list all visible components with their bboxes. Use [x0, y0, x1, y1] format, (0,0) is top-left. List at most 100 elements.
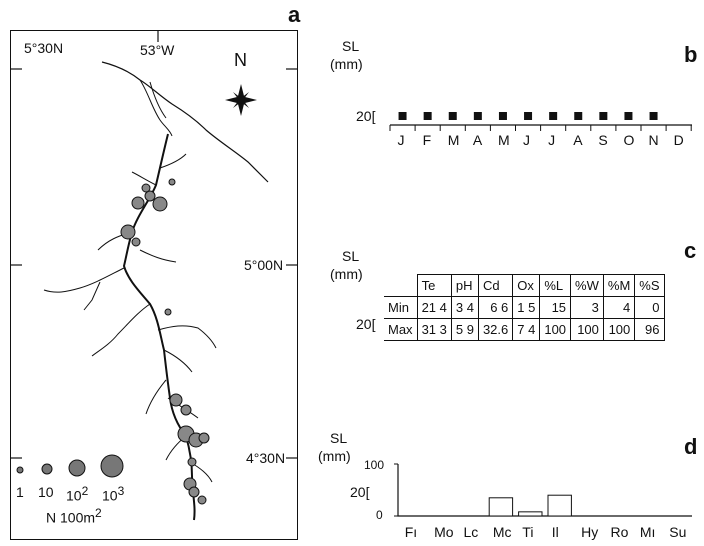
table-cell: 15: [539, 296, 572, 319]
panel-d-ytick-100: 100: [364, 458, 385, 472]
category-label: Il: [551, 524, 559, 540]
panel-b-letter: b: [684, 42, 698, 67]
table-header-cell: Ox: [512, 274, 541, 297]
table-header-cell: %M: [602, 274, 636, 297]
panel-d-category-labels: Fı Mo Lc Mc Ti Il Hy Ro Mı Su: [380, 524, 700, 542]
panel-c-ylabel: SL: [342, 248, 360, 264]
lat-label-530: 5°30N: [24, 40, 64, 56]
panel-d-letter: d: [684, 434, 698, 459]
table-header-cell: %L: [539, 274, 572, 297]
month-label: M: [447, 132, 460, 148]
north-label: N: [234, 50, 247, 70]
category-label: Ti: [522, 524, 534, 540]
table-row: Min 21 4 3 4 6 6 1 5 15 3 4 0: [384, 296, 665, 319]
lat-label-500: 5°00N: [244, 257, 284, 273]
table-cell: 1 5: [512, 296, 541, 319]
table-corner: [384, 274, 418, 297]
bar-Ti: [518, 511, 543, 517]
coastline: [101, 61, 269, 183]
category-label: Ro: [610, 524, 629, 540]
month-label: J: [548, 132, 556, 148]
legend-label-1000: 103: [102, 484, 125, 504]
table-row-label: Max: [384, 318, 418, 341]
table-cell: 0: [634, 296, 665, 319]
panel-d-ytick-0: 0: [376, 508, 383, 522]
month-presence-marker: [498, 112, 507, 120]
category-label: Mı: [639, 524, 656, 540]
sample-sites: [120, 178, 210, 505]
legend-label-10: 10: [38, 484, 54, 500]
tributaries: [43, 153, 217, 483]
bar-Mc: [488, 497, 514, 517]
compass-rose-icon: [225, 84, 257, 116]
category-label: Su: [669, 524, 687, 540]
category-label: Mc: [492, 524, 512, 540]
panel-b-month-axis: [389, 112, 692, 131]
month-presence-marker: [574, 112, 583, 120]
table-cell: 100: [539, 318, 572, 341]
month-presence-marker: [473, 112, 482, 120]
table-header-row: Te pH Cd Ox %L %W %M %S: [384, 274, 665, 297]
month-presence-marker: [624, 112, 633, 120]
panel-b-yunit: (mm): [330, 56, 363, 72]
table-row-label: Min: [384, 296, 418, 319]
month-presence-marker: [524, 112, 533, 120]
legend-circles: [16, 454, 124, 478]
month-label: M: [497, 132, 510, 148]
month-label: J: [397, 132, 405, 148]
table-cell: 7 4: [512, 318, 541, 341]
panel-d-bar-chart: [394, 463, 692, 517]
category-label: Hy: [581, 524, 599, 540]
category-label: Fı: [404, 524, 418, 540]
table-header-cell: %S: [634, 274, 665, 297]
table-cell: 4: [602, 296, 636, 319]
legend-label-1: 1: [16, 484, 24, 500]
panel-c-yunit: (mm): [330, 266, 363, 282]
month-label: N: [648, 132, 659, 148]
table-cell: 100: [602, 318, 636, 341]
table-cell: 96: [634, 318, 665, 341]
month-presence-marker: [423, 112, 432, 120]
table-cell: 100: [570, 318, 604, 341]
month-presence-marker: [398, 112, 407, 120]
month-label: D: [673, 132, 684, 148]
table-cell: 6 6: [477, 296, 514, 319]
month-label: A: [573, 132, 583, 148]
category-label: Mo: [434, 524, 454, 540]
category-label: Lc: [463, 524, 479, 540]
month-label: A: [472, 132, 483, 148]
table-cell: 31 3: [416, 318, 452, 341]
panel-d-ytick-20: 20[: [350, 484, 370, 500]
map-frame: [10, 30, 298, 540]
table-row: Max 31 3 5 9 32.6 7 4 100 100 100 96: [384, 318, 665, 341]
table-header-cell: Cd: [477, 274, 514, 297]
table-cell: 3 4: [450, 296, 479, 319]
panel-d-ylabel: SL: [330, 430, 348, 446]
month-presence-marker: [549, 112, 558, 120]
table-cell: 3: [570, 296, 604, 319]
bar-Il: [547, 494, 572, 517]
lon-label-53w: 53°W: [140, 42, 175, 58]
month-presence-marker: [649, 112, 658, 120]
map-tick-marks: [10, 30, 298, 459]
month-label: S: [598, 132, 608, 148]
panel-d-axes: [397, 464, 692, 517]
environment-table: Te pH Cd Ox %L %W %M %S Min 21 4 3 4 6 6…: [384, 274, 665, 341]
table-cell: 32.6: [477, 318, 514, 341]
table-header-cell: Te: [416, 274, 452, 297]
table-header-cell: %W: [570, 274, 604, 297]
panel-c-letter: c: [684, 238, 697, 263]
month-label: F: [422, 132, 432, 148]
panel-b-ylabel: SL: [342, 38, 360, 54]
panel-a-letter: a: [288, 2, 301, 27]
panel-d-yunit: (mm): [318, 448, 351, 464]
river-main: [122, 133, 196, 521]
legend-unit: N 100m2: [46, 506, 102, 526]
month-presence-marker: [599, 112, 608, 120]
lat-label-430: 4°30N: [246, 450, 286, 466]
table-cell: 5 9: [450, 318, 479, 341]
legend-label-100: 102: [66, 484, 89, 504]
month-label: J: [523, 132, 531, 148]
